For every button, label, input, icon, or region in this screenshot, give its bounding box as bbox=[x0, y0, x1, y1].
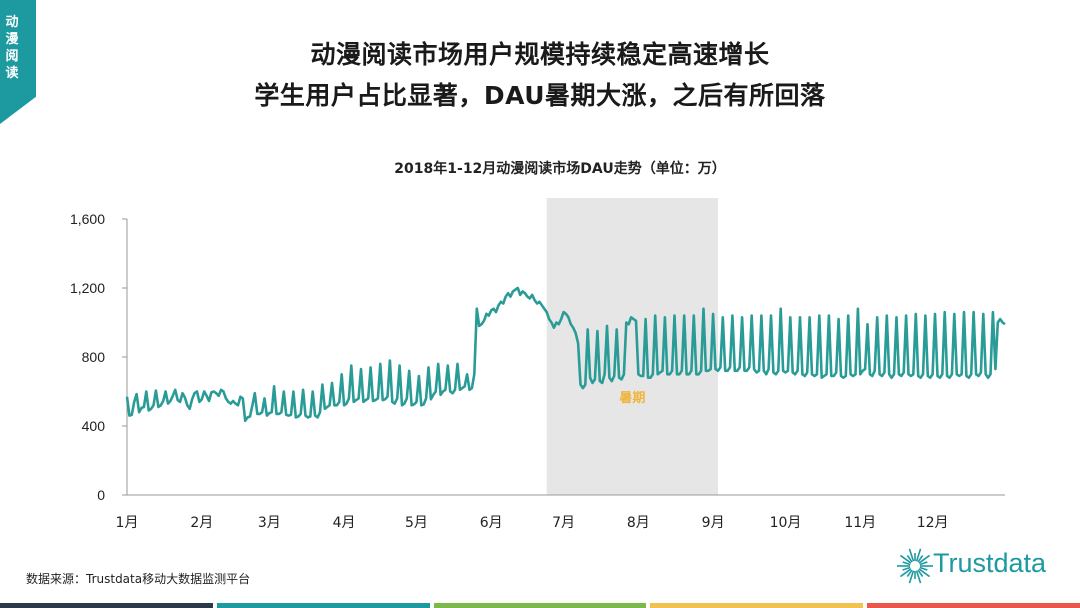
logo-ray bbox=[899, 568, 912, 578]
dau-series-line bbox=[125, 286, 1006, 423]
x-month-label: 2月 bbox=[190, 515, 213, 531]
y-tick-label: 1,600 bbox=[70, 211, 105, 227]
logo-ray bbox=[917, 569, 924, 577]
summer-highlight-label: 暑期 bbox=[618, 391, 645, 406]
chart-title: 2018年1-12月动漫阅读市场DAU走势（单位：万） bbox=[394, 161, 726, 177]
logo-text: Trustdata bbox=[933, 548, 1047, 578]
trustdata-logo: Trustdata bbox=[893, 538, 1073, 594]
y-tick-label: 1,200 bbox=[70, 280, 105, 296]
bottom-bar-segment bbox=[0, 603, 213, 608]
x-month-label: 6月 bbox=[480, 515, 503, 531]
y-tick-label: 800 bbox=[82, 349, 106, 365]
x-month-label: 11月 bbox=[844, 515, 876, 531]
logo-ray bbox=[908, 548, 915, 562]
logo-ray bbox=[906, 569, 913, 577]
logo-ray bbox=[908, 570, 915, 584]
bottom-bar-segment bbox=[867, 603, 1080, 608]
sunburst-logo-icon bbox=[897, 548, 933, 584]
logo-ray bbox=[919, 566, 928, 571]
x-month-label: 9月 bbox=[702, 515, 725, 531]
logo-ray bbox=[899, 554, 912, 564]
headline-line-1: 动漫阅读市场用户规模持续稳定高速增长 bbox=[310, 40, 770, 69]
y-tick-label: 400 bbox=[82, 418, 106, 434]
summer-highlight-band bbox=[546, 198, 718, 495]
x-month-label: 3月 bbox=[258, 515, 281, 531]
logo-ray bbox=[915, 570, 922, 584]
section-tag: 动漫阅读 bbox=[0, 0, 36, 124]
x-month-label: 5月 bbox=[405, 515, 428, 531]
bottom-bar-segment bbox=[650, 603, 864, 608]
logo-ray bbox=[906, 555, 913, 563]
bottom-color-bar bbox=[0, 603, 1080, 608]
logo-ray bbox=[918, 568, 931, 578]
logo-ray bbox=[915, 548, 922, 562]
section-tag-label: 动漫阅读 bbox=[5, 15, 19, 81]
x-month-label: 12月 bbox=[917, 515, 949, 531]
x-month-label: 8月 bbox=[627, 515, 650, 531]
logo-ray bbox=[902, 566, 911, 571]
x-month-label: 4月 bbox=[333, 515, 356, 531]
logo-ray bbox=[919, 561, 928, 566]
logo-ray bbox=[902, 561, 911, 566]
logo-ray bbox=[918, 554, 931, 564]
bottom-bar-segment bbox=[216, 603, 430, 608]
x-month-label: 1月 bbox=[116, 515, 139, 531]
y-tick-label: 0 bbox=[97, 487, 105, 503]
logo-ray bbox=[917, 555, 924, 563]
x-month-label: 10月 bbox=[770, 515, 802, 531]
bottom-bar-segment bbox=[433, 603, 647, 608]
x-month-label: 7月 bbox=[552, 515, 575, 531]
headline-line-2: 学生用户占比显著，DAU暑期大涨，之后有所回落 bbox=[254, 81, 826, 110]
data-source-note: 数据来源：Trustdata移动大数据监测平台 bbox=[26, 572, 251, 586]
